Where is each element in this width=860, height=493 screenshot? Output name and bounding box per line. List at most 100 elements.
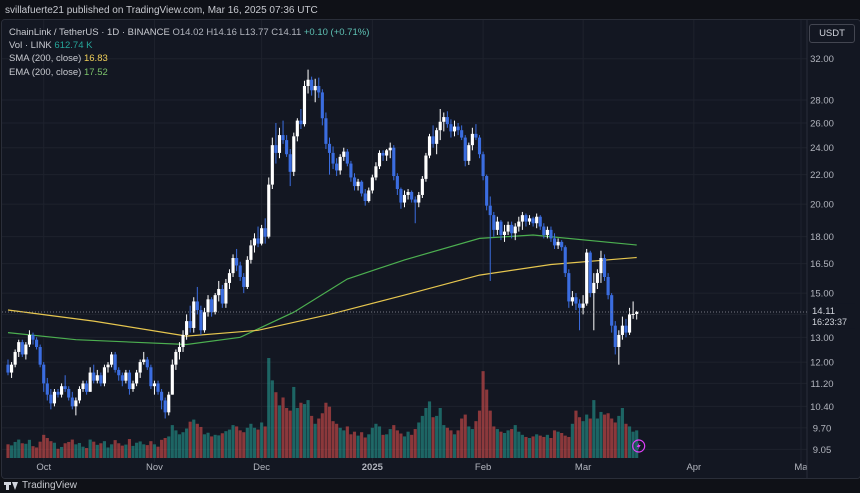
y-tick-label: 26.00 xyxy=(810,118,834,129)
ema200-line xyxy=(7,234,637,346)
volume-bar xyxy=(306,400,310,458)
x-tick-label: Feb xyxy=(475,462,491,473)
candle-body xyxy=(270,145,274,185)
volume-bar xyxy=(438,408,442,458)
candle-body xyxy=(417,194,421,203)
candle-body xyxy=(385,150,389,156)
x-tick-label: 2025 xyxy=(362,462,384,473)
candle-body xyxy=(477,137,482,155)
volume-bar xyxy=(277,405,282,458)
candle-body xyxy=(470,133,474,146)
candle-body xyxy=(295,120,299,137)
legend-volume-row[interactable]: Vol · LINK 612.74 K xyxy=(9,39,369,52)
volume-bar xyxy=(577,417,582,458)
volume-bar xyxy=(285,408,289,458)
candle-body xyxy=(535,216,539,224)
volume-bar xyxy=(202,434,207,458)
volume-bar xyxy=(599,411,603,458)
volume-bar xyxy=(452,434,457,458)
volume-bar xyxy=(288,410,292,458)
candle-body xyxy=(20,342,24,355)
candle-body xyxy=(227,273,232,283)
volume-bar xyxy=(327,406,332,458)
candle-body xyxy=(577,303,582,308)
current-price-box xyxy=(808,303,855,329)
volume-bar xyxy=(549,438,553,458)
candle-body xyxy=(174,351,178,365)
candle-body xyxy=(99,375,103,384)
volume-bar xyxy=(406,431,410,458)
volume-bar xyxy=(110,444,114,458)
legend-sma-row[interactable]: SMA (200, close) 16.83 xyxy=(9,52,369,65)
price-chart-svg[interactable]: 32.00 28.00 26.00 24.00 22.00 20.00 18.00 16.50… xyxy=(2,20,860,478)
volume-bar xyxy=(10,445,14,458)
y-tick-label: 15.00 xyxy=(810,289,834,300)
candle-body xyxy=(320,92,324,119)
volume-bar xyxy=(481,371,485,458)
candle-body xyxy=(413,199,417,203)
volume-bar xyxy=(160,439,164,458)
candle-body xyxy=(324,118,328,144)
volume-bar xyxy=(77,443,82,458)
candle-body xyxy=(538,216,542,227)
candle-body xyxy=(199,310,203,331)
volume-bar xyxy=(138,441,142,458)
candle-body xyxy=(331,152,335,164)
legend-ema-row[interactable]: EMA (200, close) 17.52 xyxy=(9,66,369,79)
candle-body xyxy=(567,273,571,302)
candle-body xyxy=(449,124,453,132)
candle-body xyxy=(302,86,307,125)
volume-bar xyxy=(463,414,467,458)
candle-body xyxy=(456,126,460,131)
volume-bar xyxy=(99,443,103,458)
candle-body xyxy=(356,181,360,187)
candle-body xyxy=(92,372,96,381)
volume-bar xyxy=(542,436,546,458)
candle-body xyxy=(399,189,403,203)
candle-body xyxy=(249,245,253,260)
chart-panel[interactable]: 32.00 28.00 26.00 24.00 22.00 20.00 18.00 16.50… xyxy=(1,19,860,479)
candle-body xyxy=(338,156,342,171)
candle-body xyxy=(481,154,485,177)
volume-bar xyxy=(206,432,210,458)
y-tick-label: 32.00 xyxy=(810,54,834,65)
candle-body xyxy=(288,154,292,172)
volume-bar xyxy=(560,433,564,458)
legend-ema-value: 17.52 xyxy=(83,66,108,78)
volume-bar xyxy=(449,430,453,458)
volume-bar xyxy=(152,444,157,458)
candle-body xyxy=(495,221,499,230)
volume-bar xyxy=(624,423,628,458)
candle-body xyxy=(467,145,471,161)
volume-bar xyxy=(610,418,614,458)
candle-body xyxy=(442,117,446,122)
volume-bar xyxy=(177,434,182,458)
volume-bar xyxy=(74,444,78,458)
volume-bar xyxy=(88,439,92,458)
volume-bar xyxy=(506,430,510,458)
candle-body xyxy=(377,152,382,167)
volume-bar xyxy=(517,431,521,458)
candle-body xyxy=(460,130,464,138)
y-tick-label: 28.00 xyxy=(810,96,834,107)
volume-bar xyxy=(124,444,128,458)
candle-body xyxy=(188,321,192,328)
volume-bar xyxy=(581,421,585,458)
currency-button[interactable]: USDT xyxy=(809,24,855,43)
volume-bar xyxy=(324,402,328,458)
volume-bar xyxy=(70,439,74,458)
volume-bar xyxy=(63,443,67,458)
volume-bar xyxy=(413,429,417,458)
legend-symbol[interactable]: ChainLink / TetherUS · 1D · BINANCE xyxy=(9,27,170,38)
volume-bar xyxy=(331,421,335,458)
volume-bar xyxy=(213,434,217,458)
volume-bar xyxy=(317,418,321,458)
candle-body xyxy=(77,388,82,401)
volume-bar xyxy=(510,429,514,458)
volume-bar xyxy=(95,444,99,458)
volume-bar xyxy=(520,434,524,458)
candle-body xyxy=(527,218,532,222)
candle-body xyxy=(131,383,135,389)
candle-body xyxy=(206,299,210,313)
volume-bar xyxy=(470,429,474,458)
